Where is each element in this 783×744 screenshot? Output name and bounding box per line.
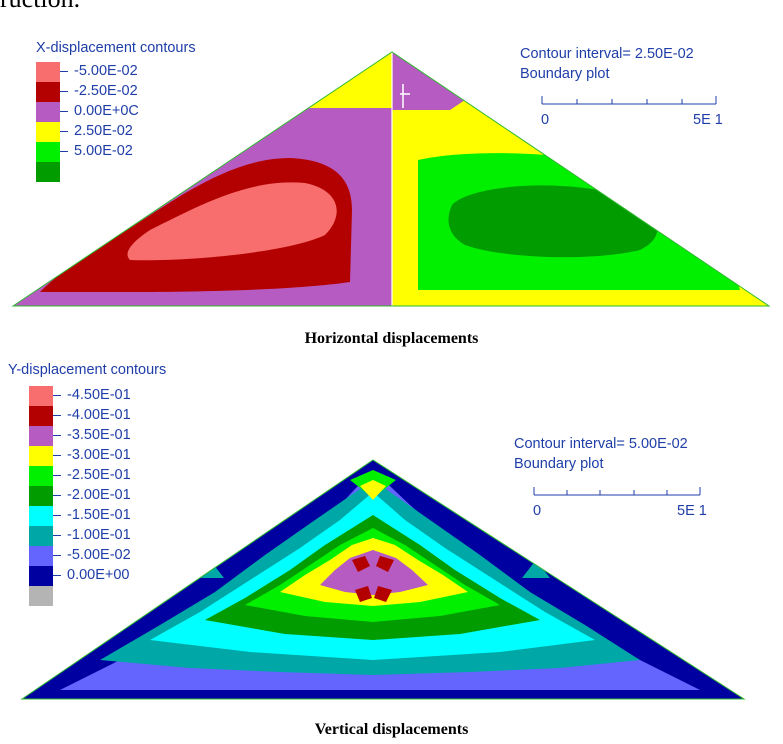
legend-swatch xyxy=(36,102,60,122)
legend-label: -3.50E-01 xyxy=(67,427,131,443)
contour-interval-text: Contour interval= 2.50E-02 xyxy=(520,46,694,62)
legend-swatch xyxy=(36,82,60,102)
legend-swatch xyxy=(29,546,53,566)
boundary-plot-text: Boundary plot xyxy=(514,456,604,472)
vertical-displacements-caption: Vertical displacements xyxy=(314,721,469,738)
legend-label: -5.00E-02 xyxy=(67,547,131,563)
legend-swatch xyxy=(29,486,53,506)
legend-swatch xyxy=(29,446,53,466)
legend-swatch xyxy=(36,62,60,82)
legend-swatch xyxy=(29,586,53,606)
y-displacement-title: Y-displacement contours xyxy=(8,362,167,378)
legend-label: -5.00E-02 xyxy=(74,63,138,79)
horizontal-displacements-caption: Horizontal displacements xyxy=(304,330,479,347)
legend-label: -3.00E-01 xyxy=(67,447,131,463)
legend-swatch xyxy=(29,526,53,546)
scale-end-label: 5E 1 xyxy=(677,503,707,519)
boundary-plot-text: Boundary plot xyxy=(520,66,610,82)
legend-label: 0.00E+0C xyxy=(74,103,139,119)
x-info-block: Contour interval= 2.50E-02 Boundary plot xyxy=(520,44,694,84)
document-heading-fragment: ruction. xyxy=(0,0,80,14)
legend-label: -2.50E-02 xyxy=(74,83,138,99)
x-displacement-title: X-displacement contours xyxy=(36,40,196,56)
legend-swatch xyxy=(29,386,53,406)
legend-swatch xyxy=(36,162,60,182)
legend-label: -1.50E-01 xyxy=(67,507,131,523)
scale-start-label: 0 xyxy=(541,112,550,128)
contour-interval-text: Contour interval= 5.00E-02 xyxy=(514,436,688,452)
scale-bar-bottom xyxy=(533,487,701,496)
legend-swatch xyxy=(29,506,53,526)
legend-swatch xyxy=(29,426,53,446)
scale-start-label: 0 xyxy=(533,503,542,519)
legend-swatch xyxy=(29,406,53,426)
scale-end-label: 5E 1 xyxy=(693,112,723,128)
legend-label: -4.00E-01 xyxy=(67,407,131,423)
scale-bar-top xyxy=(541,96,717,105)
legend-label: -2.00E-01 xyxy=(67,487,131,503)
legend-label: 2.50E-02 xyxy=(74,123,133,139)
legend-swatch xyxy=(36,122,60,142)
legend-swatch xyxy=(29,466,53,486)
legend-label: -4.50E-01 xyxy=(67,387,131,403)
legend-swatch xyxy=(36,142,60,162)
y-info-block: Contour interval= 5.00E-02 Boundary plot xyxy=(514,434,688,474)
legend-label: 0.00E+00 xyxy=(67,567,130,583)
legend-label: -2.50E-01 xyxy=(67,467,131,483)
legend-label: -1.00E-01 xyxy=(67,527,131,543)
legend-label: 5.00E-02 xyxy=(74,143,133,159)
legend-swatch xyxy=(29,566,53,586)
